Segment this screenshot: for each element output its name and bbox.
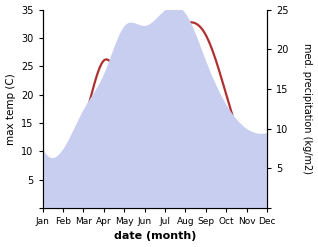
Y-axis label: max temp (C): max temp (C)	[5, 73, 16, 144]
Y-axis label: med. precipitation (kg/m2): med. precipitation (kg/m2)	[302, 43, 313, 174]
X-axis label: date (month): date (month)	[114, 231, 196, 242]
